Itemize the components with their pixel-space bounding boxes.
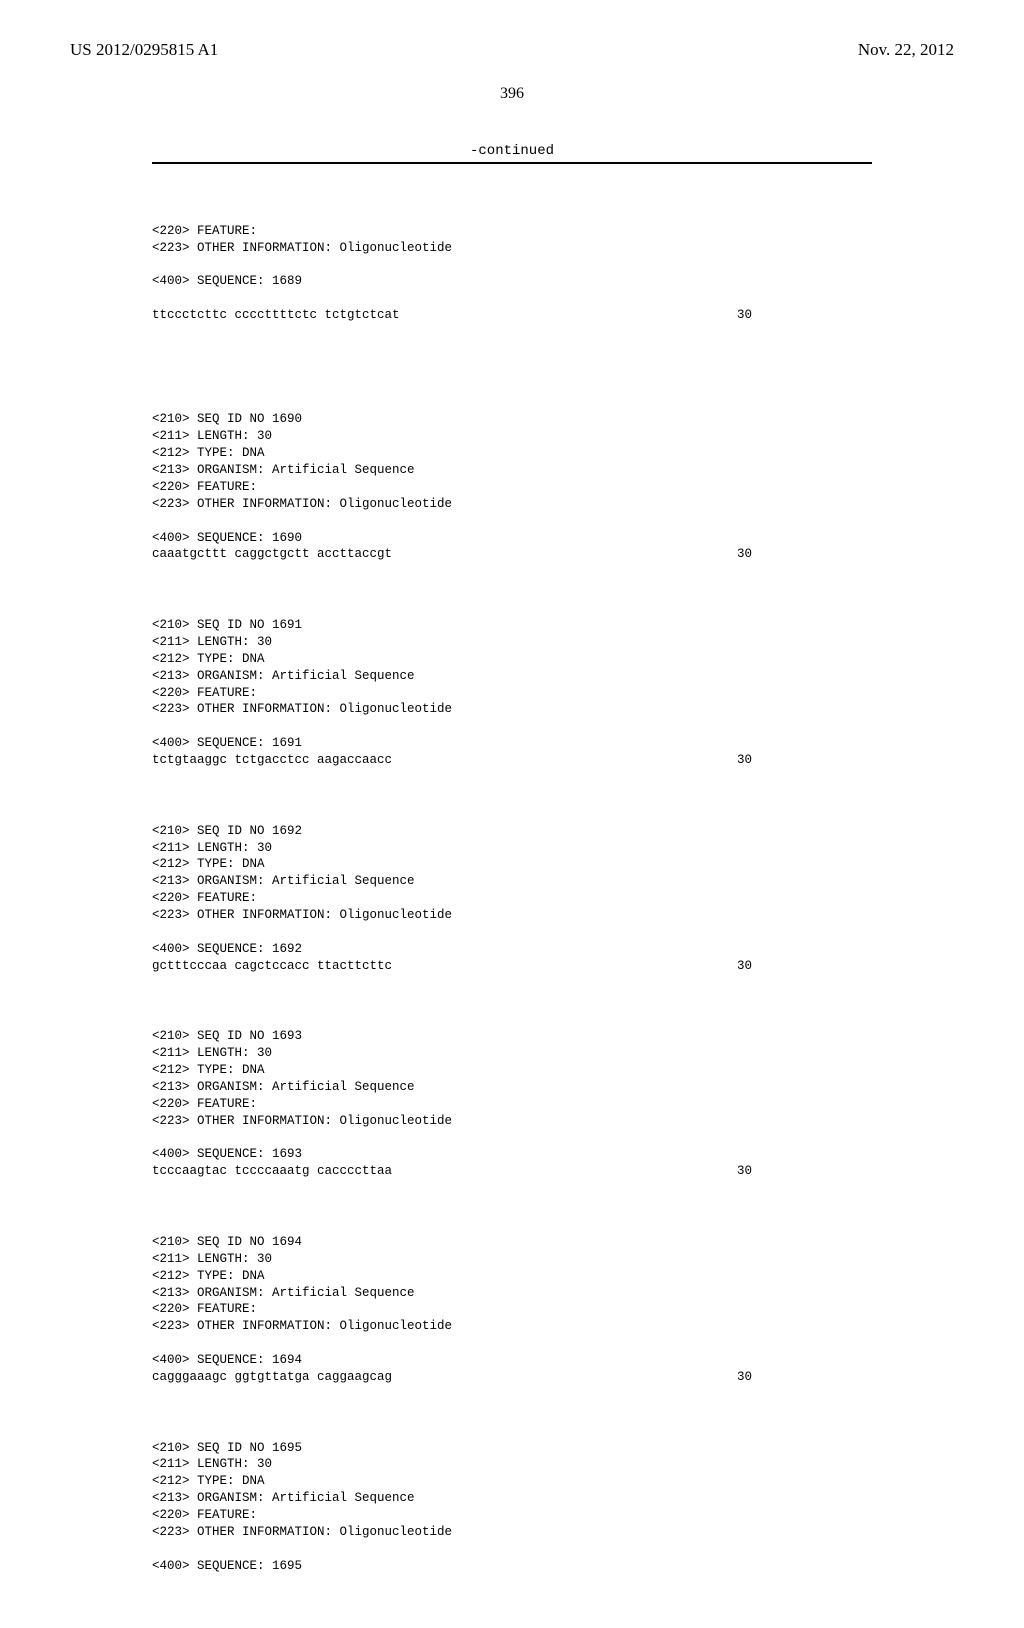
seq-label: <400> SEQUENCE: 1693 (152, 1147, 302, 1161)
page-number: 396 (70, 85, 954, 103)
length-line: <211> LENGTH: 30 (152, 1252, 272, 1266)
sequence-row: ttccctcttc ccccttttctc tctgtctcat 30 (152, 307, 752, 324)
page-header: US 2012/0295815 A1 Nov. 22, 2012 (70, 40, 954, 60)
length-line: <211> LENGTH: 30 (152, 1457, 272, 1471)
seq-block: <210> SEQ ID NO 1692 <211> LENGTH: 30 <2… (152, 806, 872, 992)
seq-id-line: <210> SEQ ID NO 1695 (152, 1441, 302, 1455)
feature-line: <220> FEATURE: (152, 480, 257, 494)
seq-label: <400> SEQUENCE: 1695 (152, 1559, 302, 1573)
seq-block: <210> SEQ ID NO 1695 <211> LENGTH: 30 <2… (152, 1423, 872, 1575)
organism-line: <213> ORGANISM: Artificial Sequence (152, 1080, 415, 1094)
sequence-row: gctttcccaa cagctccacc ttacttcttc 30 (152, 958, 752, 975)
sequence-length: 30 (737, 546, 752, 563)
seq-label: <400> SEQUENCE: 1689 (152, 274, 302, 288)
seq-label: <400> SEQUENCE: 1691 (152, 736, 302, 750)
header-right: Nov. 22, 2012 (858, 40, 954, 60)
type-line: <212> TYPE: DNA (152, 1063, 265, 1077)
sequence-text: gctttcccaa cagctccacc ttacttcttc (152, 958, 392, 975)
continued-label: -continued (70, 143, 954, 159)
seq-id-line: <210> SEQ ID NO 1691 (152, 618, 302, 632)
length-line: <211> LENGTH: 30 (152, 635, 272, 649)
sequence-text: ttccctcttc ccccttttctc tctgtctcat (152, 307, 400, 324)
feature-line: <220> FEATURE: (152, 686, 257, 700)
type-line: <212> TYPE: DNA (152, 1474, 265, 1488)
sequence-length: 30 (737, 307, 752, 324)
length-line: <211> LENGTH: 30 (152, 429, 272, 443)
organism-line: <213> ORGANISM: Artificial Sequence (152, 463, 415, 477)
sequence-text: caaatgcttt caggctgctt accttaccgt (152, 546, 392, 563)
type-line: <212> TYPE: DNA (152, 446, 265, 460)
seq-label: <400> SEQUENCE: 1690 (152, 531, 302, 545)
seq-id-line: <210> SEQ ID NO 1690 (152, 412, 302, 426)
type-line: <212> TYPE: DNA (152, 857, 265, 871)
organism-line: <213> ORGANISM: Artificial Sequence (152, 1491, 415, 1505)
sequence-length: 30 (737, 752, 752, 769)
other-info-line: <223> OTHER INFORMATION: Oligonucleotide (152, 1525, 452, 1539)
other-info-line: <223> OTHER INFORMATION: Oligonucleotide (152, 1114, 452, 1128)
feature-line: <220> FEATURE: (152, 1508, 257, 1522)
seq-id-line: <210> SEQ ID NO 1693 (152, 1029, 302, 1043)
length-line: <211> LENGTH: 30 (152, 841, 272, 855)
type-line: <212> TYPE: DNA (152, 652, 265, 666)
organism-line: <213> ORGANISM: Artificial Sequence (152, 669, 415, 683)
seq-block: <210> SEQ ID NO 1694 <211> LENGTH: 30 <2… (152, 1217, 872, 1403)
feature-line: <220> FEATURE: (152, 1302, 257, 1316)
feature-line: <220> FEATURE: (152, 224, 257, 238)
sequence-text: tctgtaaggc tctgacctcc aagaccaacc (152, 752, 392, 769)
sequence-text: tcccaagtac tccccaaatg caccccttaa (152, 1163, 392, 1180)
seq-block: <210> SEQ ID NO 1693 <211> LENGTH: 30 <2… (152, 1011, 872, 1197)
length-line: <211> LENGTH: 30 (152, 1046, 272, 1060)
page-container: US 2012/0295815 A1 Nov. 22, 2012 396 -co… (0, 0, 1024, 1320)
seq-label: <400> SEQUENCE: 1694 (152, 1353, 302, 1367)
seq-top-block: <220> FEATURE: <223> OTHER INFORMATION: … (152, 206, 872, 341)
sequence-row: tctgtaaggc tctgacctcc aagaccaacc 30 (152, 752, 752, 769)
top-rule (152, 162, 872, 164)
other-info-line: <223> OTHER INFORMATION: Oligonucleotide (152, 1319, 452, 1333)
seq-id-line: <210> SEQ ID NO 1694 (152, 1235, 302, 1249)
seq-label: <400> SEQUENCE: 1692 (152, 942, 302, 956)
sequence-length: 30 (737, 958, 752, 975)
organism-line: <213> ORGANISM: Artificial Sequence (152, 874, 415, 888)
type-line: <212> TYPE: DNA (152, 1269, 265, 1283)
organism-line: <213> ORGANISM: Artificial Sequence (152, 1286, 415, 1300)
feature-line: <220> FEATURE: (152, 891, 257, 905)
sequence-listing: <220> FEATURE: <223> OTHER INFORMATION: … (152, 172, 872, 1628)
blocks-container: <210> SEQ ID NO 1690 <211> LENGTH: 30 <2… (152, 395, 872, 1575)
other-info-line: <223> OTHER INFORMATION: Oligonucleotide (152, 497, 452, 511)
sequence-length: 30 (737, 1369, 752, 1386)
other-info-line: <223> OTHER INFORMATION: Oligonucleotide (152, 702, 452, 716)
sequence-row: cagggaaagc ggtgttatga caggaagcag 30 (152, 1369, 752, 1386)
sequence-text: cagggaaagc ggtgttatga caggaagcag (152, 1369, 392, 1386)
sequence-row: tcccaagtac tccccaaatg caccccttaa 30 (152, 1163, 752, 1180)
sequence-row: caaatgcttt caggctgctt accttaccgt 30 (152, 546, 752, 563)
header-left: US 2012/0295815 A1 (70, 40, 218, 60)
seq-block: <210> SEQ ID NO 1690 <211> LENGTH: 30 <2… (152, 395, 872, 581)
seq-id-line: <210> SEQ ID NO 1692 (152, 824, 302, 838)
sequence-length: 30 (737, 1163, 752, 1180)
seq-block: <210> SEQ ID NO 1691 <211> LENGTH: 30 <2… (152, 600, 872, 786)
other-info-line: <223> OTHER INFORMATION: Oligonucleotide (152, 908, 452, 922)
feature-line: <220> FEATURE: (152, 1097, 257, 1111)
other-info-line: <223> OTHER INFORMATION: Oligonucleotide (152, 241, 452, 255)
